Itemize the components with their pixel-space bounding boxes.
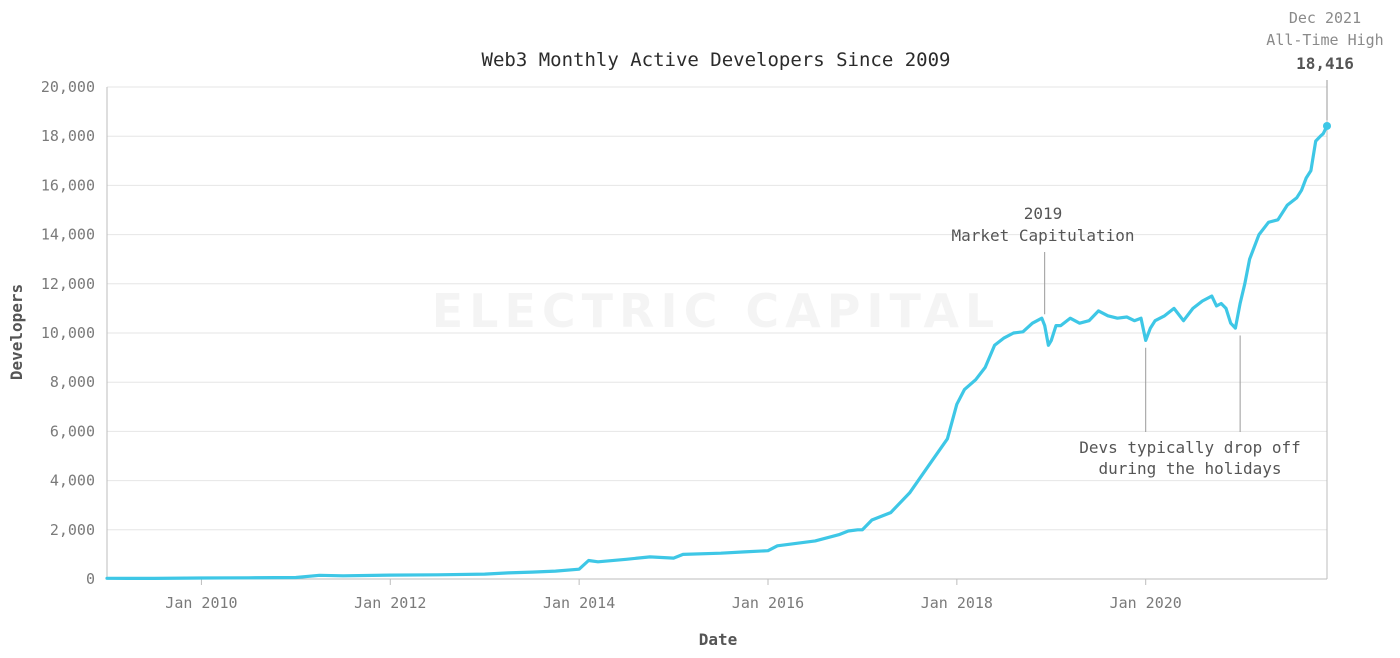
capitulation-annotation-label: Market Capitulation	[951, 226, 1134, 245]
holidays-annotation-line2: during the holidays	[1098, 459, 1281, 478]
annotation-leaders	[1044, 80, 1328, 432]
x-axis-label: Date	[699, 630, 738, 649]
x-ticks: Jan 2010 Jan 2012 Jan 2014 Jan 2016 Jan 2018…	[165, 579, 1182, 612]
y-tick-label-0: 0	[86, 570, 95, 588]
y-tick-label-14000: 14,000	[41, 226, 95, 244]
peak-annotation-value: 18,416	[1296, 54, 1354, 73]
x-tick-label-5: Jan 2020	[1110, 594, 1182, 612]
y-tick-label-8000: 8,000	[50, 373, 95, 391]
peak-annotation-label: All-Time High	[1266, 31, 1383, 49]
x-tick-label-2: Jan 2014	[543, 594, 615, 612]
y-tick-label-16000: 16,000	[41, 176, 95, 194]
x-tick-label-4: Jan 2018	[921, 594, 993, 612]
x-tick-label-1: Jan 2012	[354, 594, 426, 612]
axes	[106, 87, 1328, 580]
capitulation-annotation-year: 2019	[1024, 204, 1063, 223]
grid-lines	[107, 86, 1327, 531]
y-tick-label-20000: 20,000	[41, 78, 95, 96]
watermark: ELECTRIC CAPITAL	[432, 284, 1001, 338]
peak-annotation-date: Dec 2021	[1289, 9, 1361, 27]
holidays-annotation-line1: Devs typically drop off	[1079, 438, 1301, 457]
series-line-developers	[105, 124, 1329, 580]
y-tick-label-10000: 10,000	[41, 324, 95, 342]
y-tick-label-2000: 2,000	[50, 521, 95, 539]
y-tick-label-12000: 12,000	[41, 275, 95, 293]
chart-title: Web3 Monthly Active Developers Since 200…	[482, 49, 951, 71]
y-tick-label-4000: 4,000	[50, 472, 95, 490]
x-tick-label-0: Jan 2010	[165, 594, 237, 612]
y-axis-label: Developers	[7, 284, 26, 380]
y-ticks: 0 2,000 4,000 6,000 8,000 10,000 12,000 14,000 1…	[41, 78, 95, 588]
x-tick-label-3: Jan 2016	[732, 594, 804, 612]
peak-point	[1323, 121, 1331, 130]
y-tick-label-6000: 6,000	[50, 422, 95, 440]
y-tick-label-18000: 18,000	[41, 127, 95, 145]
series	[105, 121, 1331, 580]
